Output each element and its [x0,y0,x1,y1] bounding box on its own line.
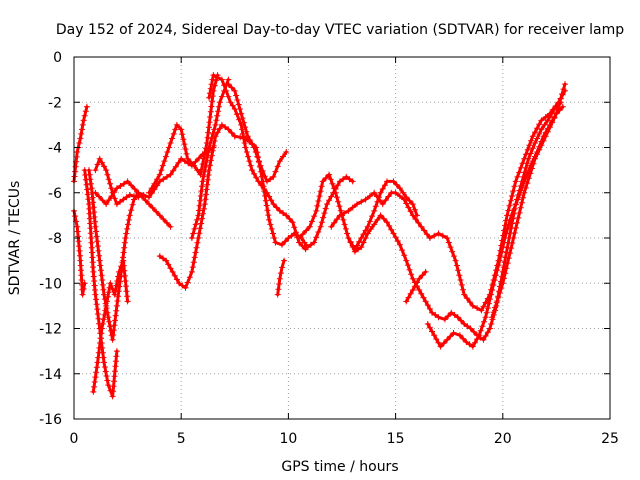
series-track-17 [346,100,563,342]
x-axis-label: GPS time / hours [281,459,398,475]
y-tick-label: -6 [48,186,62,202]
series-track-7 [93,179,172,229]
series-track-18 [404,270,428,303]
x-tick-label: 15 [387,431,405,447]
y-tick-label: -12 [39,322,62,338]
series-track-1 [72,105,89,183]
y-tick-label: -16 [39,412,62,428]
series-track-4 [87,146,215,342]
y-tick-label: -2 [48,95,62,111]
data-series [71,72,568,400]
x-tick-label: 10 [279,431,297,447]
x-tick-label: 25 [601,431,619,447]
series-track-10 [158,123,237,290]
series-track-16 [329,89,567,312]
series-track-2 [72,209,87,297]
series-track-14 [276,259,286,297]
series-track-8 [147,73,220,195]
series-track-19 [426,105,565,349]
series-track-6 [91,259,130,394]
series-track-15 [297,173,419,251]
y-tick-label: -14 [39,367,62,383]
series-track-5 [93,157,140,206]
y-tick-label: -4 [48,141,62,157]
y-tick-label: -8 [48,231,62,247]
series-track-20 [490,82,567,319]
y-tick-label: -10 [39,276,62,292]
x-tick-label: 5 [177,431,186,447]
series-track-9 [207,73,308,251]
x-tick-label: 0 [70,431,79,447]
x-tick-label: 20 [494,431,512,447]
axis-ticks: 0 5 10 15 20 25 0 -2 -4 -6 -8 -10 -12 -14 -16 [39,50,619,447]
y-tick-label: 0 [53,50,62,66]
y-axis-label: SDTVAR / TECUs [7,181,23,296]
series-track-11 [190,78,230,240]
grid [74,57,610,419]
chart-title: Day 152 of 2024, Sidereal Day-to-day VTE… [56,22,624,38]
